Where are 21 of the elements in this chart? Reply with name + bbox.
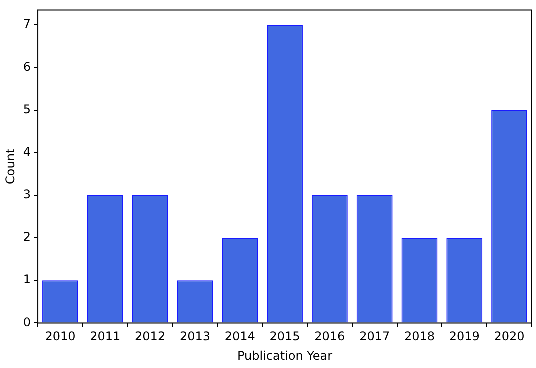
x-tick-label: 2016 <box>314 330 346 344</box>
x-tick-label: 2017 <box>360 330 390 344</box>
x-tick-label: 2019 <box>449 330 480 344</box>
x-tick-label: 2011 <box>90 330 121 344</box>
y-tick-label: 5 <box>23 102 32 116</box>
x-tick-label: 2013 <box>180 330 210 344</box>
y-tick-label: 4 <box>23 144 32 159</box>
y-tick-label: 1 <box>23 272 32 287</box>
x-axis-title: Publication Year <box>237 348 333 363</box>
y-tick-label: 3 <box>23 188 32 202</box>
x-tick-label: 2014 <box>224 330 256 344</box>
x-tick-label: 2015 <box>270 330 300 344</box>
y-tick-label: 6 <box>23 60 32 74</box>
y-axis-title: Count <box>3 148 18 185</box>
x-tick-label: 2010 <box>45 330 76 344</box>
y-tick-label: 0 <box>23 315 32 330</box>
y-tick-label: 2 <box>23 230 32 244</box>
x-tick-label: 2012 <box>135 330 166 344</box>
y-tick-label: 7 <box>23 17 32 32</box>
x-tick-label: 2020 <box>494 330 525 344</box>
x-tick-label: 2018 <box>404 330 436 344</box>
